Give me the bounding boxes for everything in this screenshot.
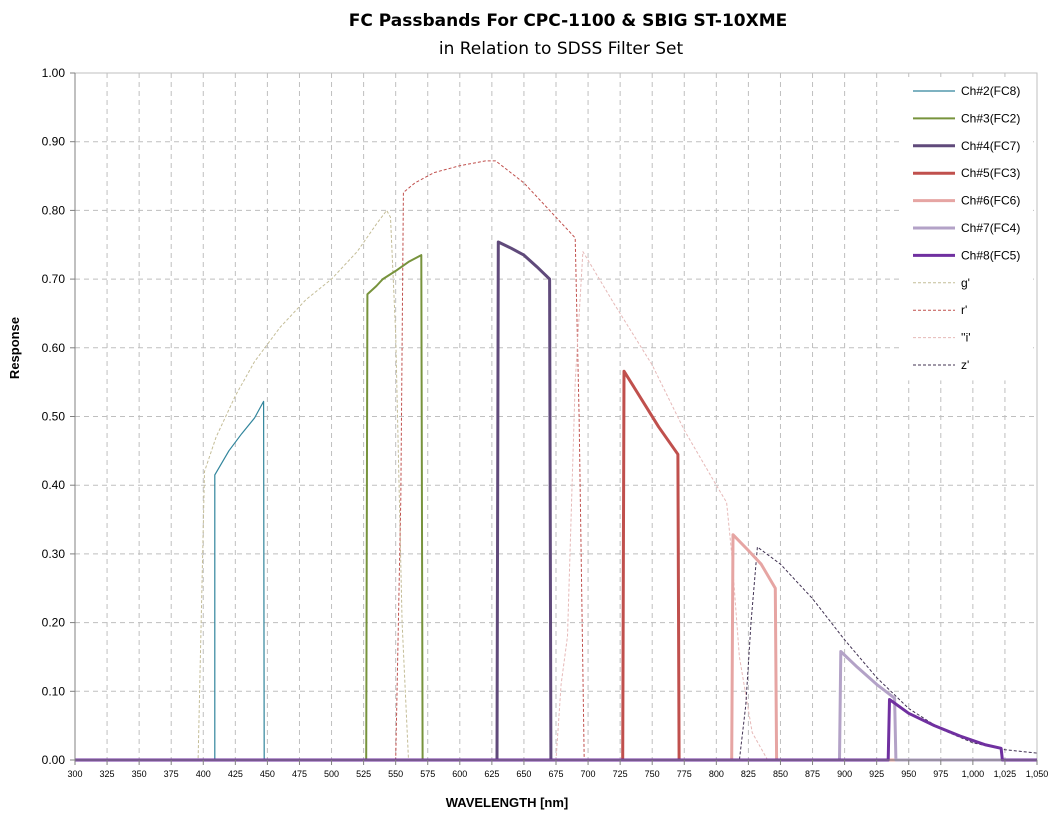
x-tick-label: 325 — [100, 769, 115, 779]
x-tick-label: 925 — [869, 769, 884, 779]
x-tick-label: 675 — [548, 769, 563, 779]
y-tick-label: 0.60 — [42, 341, 66, 355]
legend-label: Ch#5(FC3) — [961, 166, 1020, 180]
y-tick-label: 0.70 — [42, 272, 66, 286]
chart-title: FC Passbands For CPC-1100 & SBIG ST-10XM… — [349, 11, 788, 31]
series-line — [75, 251, 1037, 761]
legend-label: Ch#2(FC8) — [961, 84, 1020, 98]
x-tick-label: 525 — [356, 769, 371, 779]
x-tick-label: 475 — [292, 769, 307, 779]
legend-label: z' — [961, 358, 969, 372]
grid-lines — [75, 73, 1037, 760]
series-layer — [75, 160, 1038, 762]
legend-label: Ch#4(FC7) — [961, 139, 1020, 153]
x-tick-label: 950 — [901, 769, 916, 779]
x-tick-label: 300 — [67, 769, 82, 779]
legend-label: r' — [961, 303, 967, 317]
x-tick-label: 850 — [773, 769, 788, 779]
x-tick-label: 450 — [260, 769, 275, 779]
legend-label: Ch#8(FC5) — [961, 248, 1020, 262]
y-tick-label: 1.00 — [42, 66, 66, 80]
x-tick-label: 575 — [420, 769, 435, 779]
y-tick-label: 0.30 — [42, 547, 66, 561]
x-tick-label: 600 — [452, 769, 467, 779]
series-line — [75, 698, 1037, 762]
x-tick-label: 350 — [132, 769, 147, 779]
x-tick-label: 625 — [484, 769, 499, 779]
x-tick-label: 775 — [677, 769, 692, 779]
x-tick-label: 725 — [613, 769, 628, 779]
x-tick-label: 425 — [228, 769, 243, 779]
series-line — [75, 369, 1037, 762]
y-tick-label: 0.10 — [42, 684, 66, 698]
x-axis-label: WAVELENGTH [nm] — [446, 795, 569, 810]
series-line — [75, 240, 1037, 762]
x-tick-label: 875 — [805, 769, 820, 779]
x-tick-label: 1,000 — [962, 769, 985, 779]
series-line — [75, 160, 1037, 761]
x-tick-label: 825 — [741, 769, 756, 779]
legend-label: g' — [961, 276, 970, 290]
y-tick-label: 0.00 — [42, 753, 66, 767]
series-line — [75, 546, 1038, 761]
x-tick-label: 700 — [581, 769, 596, 779]
y-tick-label: 0.40 — [42, 478, 66, 492]
legend-label: Ch#6(FC6) — [961, 194, 1020, 208]
x-tick-label: 375 — [164, 769, 179, 779]
series-line — [75, 650, 1037, 762]
legend-label: Ch#7(FC4) — [961, 221, 1020, 235]
series-line — [75, 254, 1037, 761]
series-line — [75, 209, 1037, 761]
x-tick-label: 900 — [837, 769, 852, 779]
y-axis-label: Response — [7, 317, 22, 379]
x-tick-label: 800 — [709, 769, 724, 779]
legend: Ch#2(FC8) Ch#3(FC2) Ch#4(FC7) Ch#5(FC3) Ch#6… — [902, 77, 1033, 381]
x-tick-label: 1,050 — [1026, 769, 1049, 779]
series-line — [75, 533, 1037, 762]
x-axis-ticks: 300 325 350 375 400 425 450 475 500 525 550 575 600 6… — [67, 760, 1048, 779]
x-tick-label: 750 — [645, 769, 660, 779]
x-tick-label: 650 — [516, 769, 531, 779]
y-tick-label: 0.50 — [42, 410, 66, 424]
y-axis-ticks: 0.00 0.10 0.20 0.30 0.40 0.50 0.60 0.70 0.80 0.90… — [42, 66, 75, 767]
x-tick-label: 1,025 — [994, 769, 1017, 779]
x-tick-label: 500 — [324, 769, 339, 779]
legend-label: ''i' — [961, 331, 971, 345]
x-tick-label: 400 — [196, 769, 211, 779]
y-tick-label: 0.80 — [42, 203, 66, 217]
legend-label: Ch#3(FC2) — [961, 111, 1020, 125]
x-tick-label: 550 — [388, 769, 403, 779]
y-tick-label: 0.20 — [42, 616, 66, 630]
x-tick-label: 975 — [933, 769, 948, 779]
series-line — [75, 400, 1037, 761]
chart-subtitle: in Relation to SDSS Filter Set — [439, 39, 684, 59]
y-tick-label: 0.90 — [42, 135, 66, 149]
